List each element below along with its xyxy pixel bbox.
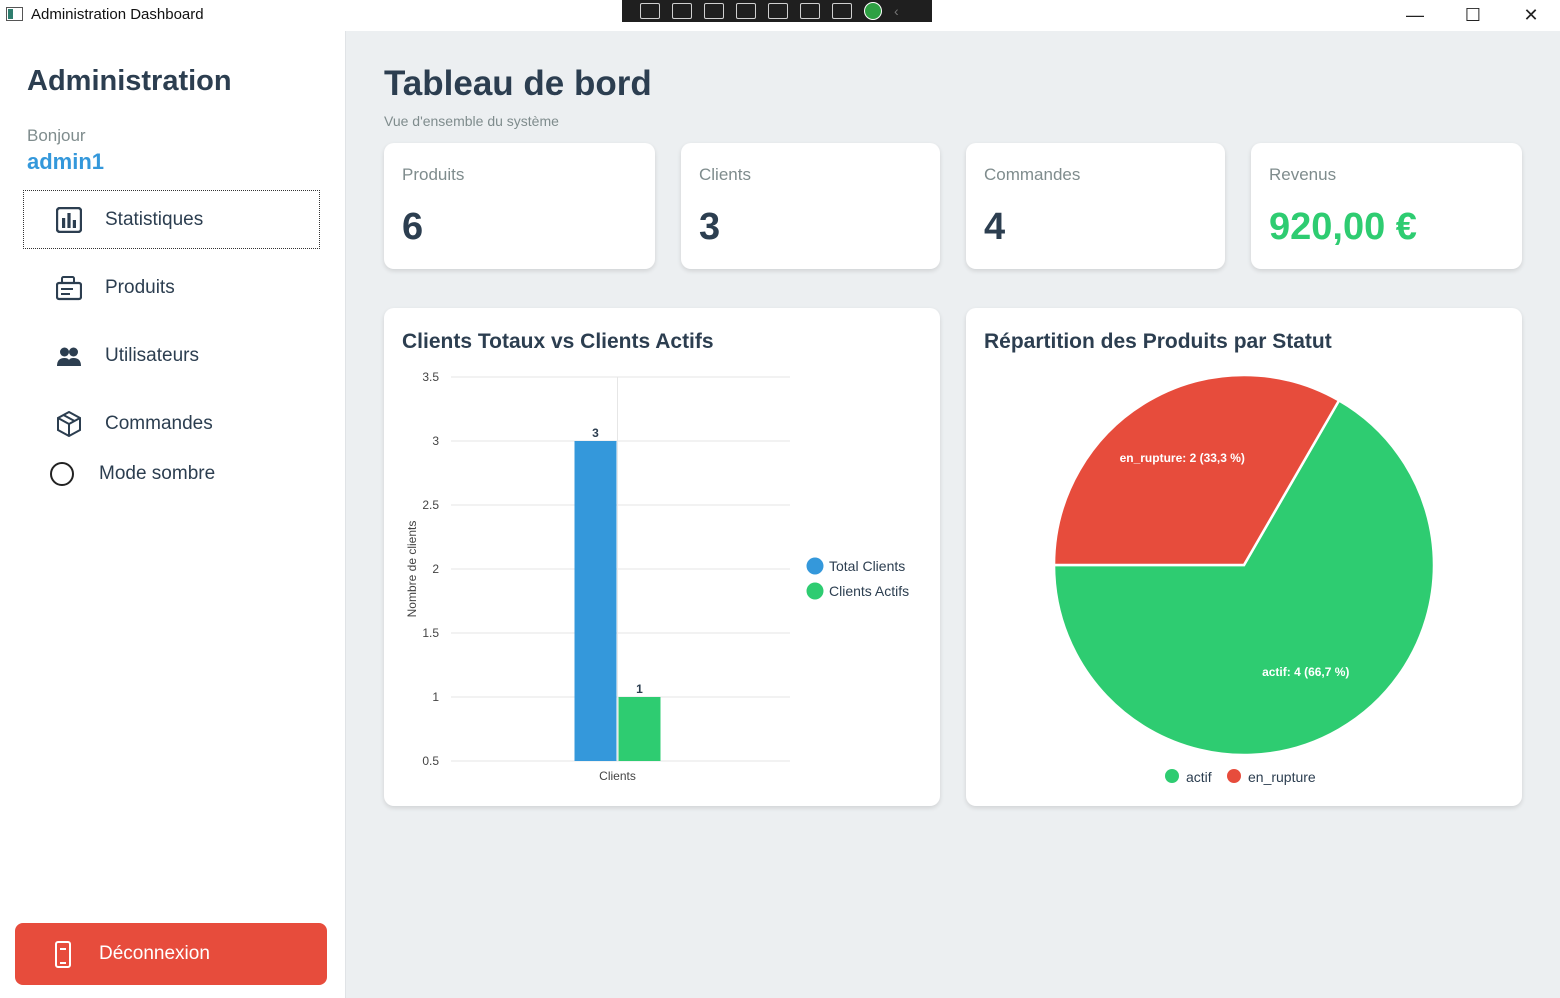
logout-button[interactable]: Déconnexion: [15, 923, 327, 985]
stat-card-commandes: Commandes 4: [966, 143, 1225, 269]
logout-icon: [55, 941, 71, 968]
chevron-left-icon[interactable]: ‹: [894, 3, 899, 19]
page-title: Tableau de bord: [384, 64, 652, 103]
sidebar-item-label: Produits: [105, 276, 175, 298]
bar-clients-actifs: [618, 697, 661, 761]
pointer-icon[interactable]: [704, 3, 724, 19]
y-tick-label: 0.5: [422, 754, 439, 768]
dark-mode-toggle[interactable]: Mode sombre: [50, 459, 215, 489]
stat-label: Commandes: [984, 165, 1081, 184]
radio-circle-icon: [50, 462, 74, 486]
debug-toolbar: ‹: [622, 0, 932, 22]
stat-card-clients: Clients 3: [681, 143, 940, 269]
binding-icon[interactable]: [800, 3, 820, 19]
stat-value: 6: [402, 206, 424, 248]
bar-chart: 0.5 1 1.5 2 2.5 3 3.5 3 1 Clients Nombre de client…: [405, 370, 909, 783]
page-subtitle: Vue d'ensemble du système: [384, 113, 559, 129]
legend-marker: [806, 582, 824, 600]
legend-marker: [806, 557, 824, 575]
sidebar-item-utilisateurs[interactable]: Utilisateurs: [24, 327, 319, 384]
greeting-text: Bonjour: [27, 126, 86, 145]
bar-data-label: 3: [592, 426, 599, 440]
window-title: Administration Dashboard: [31, 6, 204, 23]
sidebar-item-statistiques[interactable]: Statistiques: [23, 190, 320, 249]
close-button[interactable]: ✕: [1523, 5, 1539, 25]
y-axis-label: Nombre de clients: [405, 521, 419, 618]
y-tick-label: 3.5: [422, 370, 439, 384]
sidebar: Administration Bonjour admin1 Statistiqu…: [0, 31, 346, 998]
check-icon[interactable]: [864, 2, 882, 20]
y-tick-label: 2.5: [422, 498, 439, 512]
pie-slice-en-rupture: [1052, 373, 1341, 567]
app-icon: [6, 7, 23, 21]
stat-card-produits: Produits 6: [384, 143, 655, 269]
username: admin1: [27, 149, 105, 174]
stat-card-revenus: Revenus 920,00 €: [1251, 143, 1522, 269]
chart-title: Répartition des Produits par Statut: [984, 330, 1332, 353]
stat-label: Produits: [402, 165, 465, 184]
select-element-icon[interactable]: [640, 3, 660, 19]
maximize-button[interactable]: ☐: [1464, 5, 1482, 25]
sidebar-item-label: Utilisateurs: [105, 344, 199, 366]
sidebar-item-produits[interactable]: Produits: [24, 259, 319, 316]
pie-slice-label: actif: 4 (66,7 %): [1262, 665, 1349, 679]
pie-chart: actif: 4 (66,7 %) en_rupture: 2 (33,3 %) a…: [1052, 373, 1436, 785]
legend-label[interactable]: Clients Actifs: [829, 583, 909, 599]
dark-mode-label: Mode sombre: [99, 463, 216, 484]
legend-label[interactable]: actif: [1186, 769, 1212, 785]
stat-value: 3: [699, 206, 721, 248]
legend-label[interactable]: Total Clients: [829, 558, 905, 574]
y-tick-label: 1: [432, 690, 439, 704]
accessibility-icon[interactable]: [832, 3, 852, 19]
bar-total-clients: [574, 441, 617, 761]
y-tick-label: 1.5: [422, 626, 439, 640]
stat-label: Clients: [699, 165, 751, 184]
box-icon: [57, 410, 81, 437]
x-tick-label: Clients: [599, 769, 636, 783]
bar-data-label: 1: [636, 682, 643, 696]
video-icon[interactable]: [672, 3, 692, 19]
stat-value: 920,00 €: [1269, 206, 1417, 248]
stat-label: Revenus: [1269, 165, 1337, 184]
sidebar-item-commandes[interactable]: Commandes: [24, 395, 319, 452]
logout-label: Déconnexion: [99, 943, 210, 964]
stat-value: 4: [984, 206, 1006, 248]
sidebar-item-label: Commandes: [105, 412, 213, 434]
window-titlebar: Administration Dashboard ‹ — ☐ ✕: [0, 0, 1560, 31]
frame-icon[interactable]: [736, 3, 756, 19]
pie-slice-label: en_rupture: 2 (33,3 %): [1120, 451, 1245, 465]
bar-chart-icon: [56, 206, 82, 233]
sidebar-item-label: Statistiques: [105, 208, 204, 230]
bar-chart-card: Clients Totaux vs Clients Actifs 0.5 1 1.5…: [384, 308, 940, 806]
legend-marker: [1165, 769, 1179, 783]
y-tick-label: 2: [432, 562, 439, 576]
legend-marker: [1227, 769, 1241, 783]
pie-slice-actif: [1052, 398, 1436, 757]
sidebar-brand: Administration: [27, 65, 232, 97]
legend-label[interactable]: en_rupture: [1248, 769, 1316, 785]
users-icon: [57, 347, 81, 366]
products-icon: [56, 275, 82, 300]
minimize-button[interactable]: —: [1406, 5, 1424, 25]
chart-title: Clients Totaux vs Clients Actifs: [402, 330, 714, 353]
y-tick-label: 3: [432, 434, 439, 448]
layout-icon[interactable]: [768, 3, 788, 19]
pie-chart-card: Répartition des Produits par Statut acti…: [966, 308, 1522, 806]
